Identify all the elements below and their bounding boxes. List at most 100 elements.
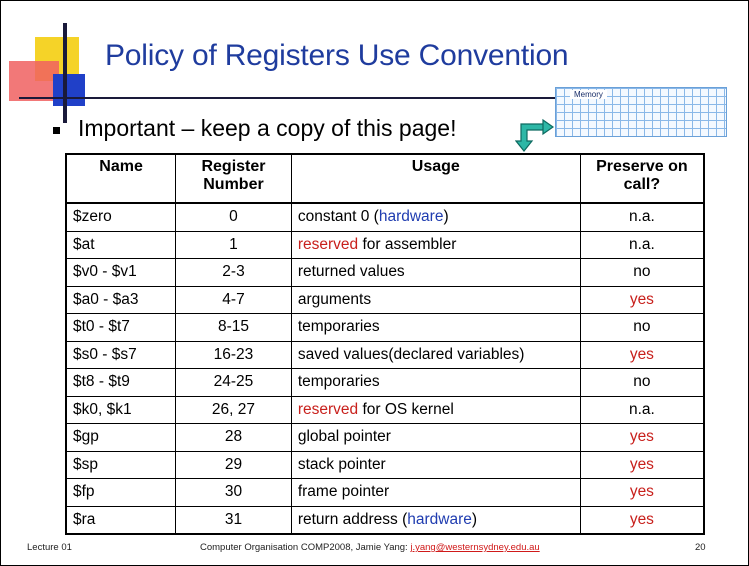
bullet-point: Important – keep a copy of this page! [53,115,456,142]
register-name: $sp [65,450,177,479]
register-number: 2-3 [175,258,292,287]
header-preserve-on-call: Preserve on call? [579,153,705,204]
table-row: $k0, $k1 26, 27 reserved for OS kernel n.a. [65,395,705,424]
register-number: 29 [175,450,292,479]
register-number: 1 [175,230,292,259]
usage-text: frame pointer [297,483,390,501]
decor-blue-square [53,74,85,106]
header-name: Name [65,153,177,204]
bullet-text: Important – keep a copy of this page! [78,115,457,141]
usage-text-suffix: ) [443,208,449,226]
register-number: 31 [175,505,292,535]
table-row: $a0 - $a3 4-7 arguments yes [65,285,705,314]
footer-page-number: 20 [695,542,706,553]
register-number: 24-25 [175,368,292,397]
register-usage: constant 0 (hardware) [290,202,581,232]
usage-text: temporaries [297,318,380,336]
register-usage: returned values [290,258,581,287]
table-header-row: Name Register Number Usage Preserve on cal… [65,153,705,204]
usage-text: stack pointer [297,455,386,473]
preserve-on-call: yes [579,450,705,479]
register-usage: arguments [290,285,581,314]
register-usage: global pointer [290,423,581,452]
register-usage: temporaries [290,368,581,397]
usage-text: saved values(declared variables) [297,345,525,363]
register-usage: saved values(declared variables) [290,340,581,369]
table-row: $ra 31 return address (hardware) yes [65,505,705,535]
register-usage: frame pointer [290,478,581,507]
preserve-on-call: n.a. [579,395,705,424]
decor-horizontal-line [19,97,719,99]
footer-email-link[interactable]: j.yang@westernsydney.edu.au [410,542,540,553]
register-number: 28 [175,423,292,452]
register-name: $gp [65,423,177,452]
register-name: $ra [65,505,177,535]
preserve-on-call: yes [579,423,705,452]
register-name: $v0 - $v1 [65,258,177,287]
decor-red-square [9,61,59,101]
table-row: $s0 - $s7 16-23 saved values(declared vari… [65,340,705,369]
bent-arrow-icon [515,118,555,152]
preserve-on-call: no [579,368,705,397]
register-name: $a0 - $a3 [65,285,177,314]
register-number: 4-7 [175,285,292,314]
table-row: $at 1 reserved for assembler n.a. [65,230,705,259]
table-row: $t0 - $t7 8-15 temporaries no [65,313,705,342]
usage-text: constant 0 ( [297,208,379,226]
register-name: $t0 - $t7 [65,313,177,342]
register-usage: reserved for assembler [290,230,581,259]
footer-lecture: Lecture 01 [27,542,72,553]
memory-label: Memory [570,90,607,99]
register-usage: reserved for OS kernel [290,395,581,424]
usage-text-suffix: ) [471,510,478,528]
usage-highlight: reserved [297,400,359,418]
register-name: $zero [65,202,177,232]
bullet-square-icon [53,126,60,134]
usage-text: returned values [297,263,405,281]
table-row: $t8 - $t9 24-25 temporaries no [65,368,705,397]
footer-course: Computer Organisation COMP2008, Jamie Ya… [200,542,540,553]
usage-highlight: hardware [407,510,472,528]
preserve-on-call: no [579,313,705,342]
register-name: $s0 - $s7 [65,340,177,369]
register-usage: return address (hardware) [290,505,581,535]
usage-highlight: hardware [378,208,444,226]
register-name: $t8 - $t9 [65,368,177,397]
register-number: 8-15 [175,313,292,342]
usage-text-suffix: for OS kernel [358,400,454,418]
header-register-number: Register Number [175,153,292,204]
register-number: 26, 27 [175,395,292,424]
register-table: Name Register Number Usage Preserve on cal… [65,153,705,535]
usage-text: return address ( [297,510,408,528]
register-number: 30 [175,478,292,507]
register-name: $at [65,230,177,259]
preserve-on-call: n.a. [579,202,705,232]
usage-text: global pointer [297,428,391,446]
table-row: $sp 29 stack pointer yes [65,450,705,479]
register-number: 16-23 [175,340,292,369]
register-name: $fp [65,478,177,507]
preserve-on-call: yes [579,505,705,535]
table-row: $zero 0 constant 0 (hardware) n.a. [65,202,705,232]
usage-highlight: reserved [297,235,359,253]
preserve-on-call: no [579,258,705,287]
register-number: 0 [175,202,292,232]
usage-text-suffix: for assembler [358,235,457,253]
table-row: $v0 - $v1 2-3 returned values no [65,258,705,287]
header-usage: Usage [290,153,581,204]
preserve-on-call: yes [579,340,705,369]
register-usage: stack pointer [290,450,581,479]
memory-grid-graphic: Memory [555,87,727,137]
slide-title: Policy of Registers Use Convention [105,39,569,72]
preserve-on-call: yes [579,478,705,507]
register-usage: temporaries [290,313,581,342]
register-name: $k0, $k1 [65,395,177,424]
preserve-on-call: yes [579,285,705,314]
decor-vertical-line [63,23,67,123]
usage-text: arguments [297,290,372,308]
preserve-on-call: n.a. [579,230,705,259]
table-row: $fp 30 frame pointer yes [65,478,705,507]
table-row: $gp 28 global pointer yes [65,423,705,452]
usage-text: temporaries [297,373,380,391]
